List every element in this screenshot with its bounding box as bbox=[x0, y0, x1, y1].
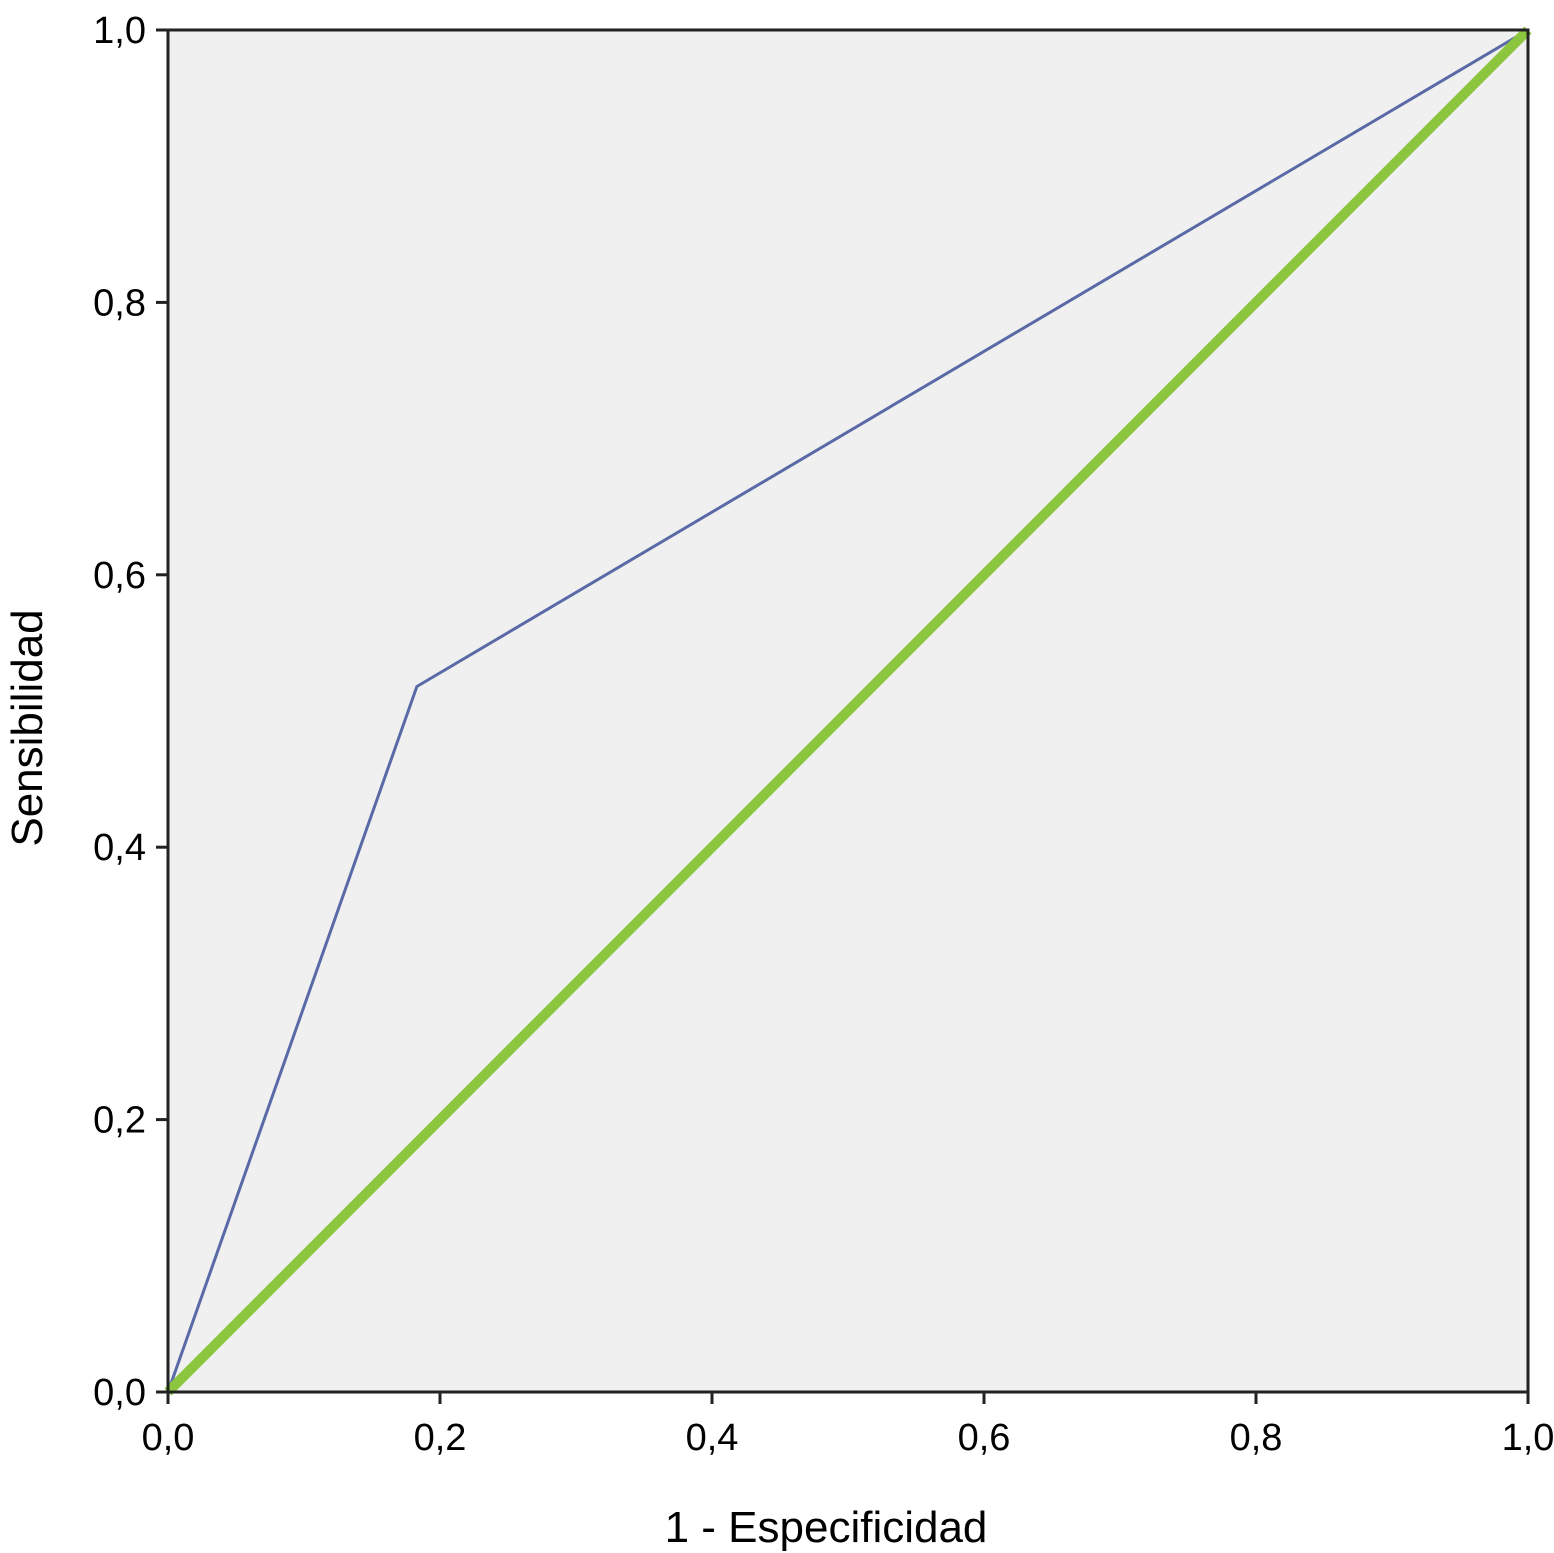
y-tick-label: 0,6 bbox=[93, 555, 146, 597]
x-tick-label: 0,4 bbox=[686, 1417, 739, 1459]
x-axis-title: 1 - Especificidad bbox=[665, 1503, 988, 1552]
series-layer bbox=[164, 26, 1532, 1396]
y-tick-label: 0,4 bbox=[93, 827, 146, 869]
x-tick-label: 0,8 bbox=[1230, 1417, 1283, 1459]
y-tick-label: 0,8 bbox=[93, 282, 146, 324]
plot-frame bbox=[166, 28, 1530, 1394]
x-tick-label: 1,0 bbox=[1502, 1417, 1554, 1459]
reference-diagonal-line bbox=[164, 26, 1532, 1396]
y-axis: 0,0 0,2 0,4 0,6 0,8 1,0 bbox=[93, 10, 168, 1414]
x-tick-label: 0,2 bbox=[414, 1417, 467, 1459]
y-axis-title: Sensibilidad bbox=[3, 609, 52, 846]
y-tick-label: 1,0 bbox=[93, 10, 146, 52]
roc-curve-line bbox=[166, 28, 1529, 1393]
x-tick-label: 0,6 bbox=[958, 1417, 1011, 1459]
y-tick-label: 0,0 bbox=[93, 1372, 146, 1414]
x-axis: 0,0 0,2 0,4 0,6 0,8 1,0 bbox=[142, 1392, 1554, 1459]
y-tick-label: 0,2 bbox=[93, 1100, 146, 1142]
x-tick-label: 0,0 bbox=[142, 1417, 195, 1459]
